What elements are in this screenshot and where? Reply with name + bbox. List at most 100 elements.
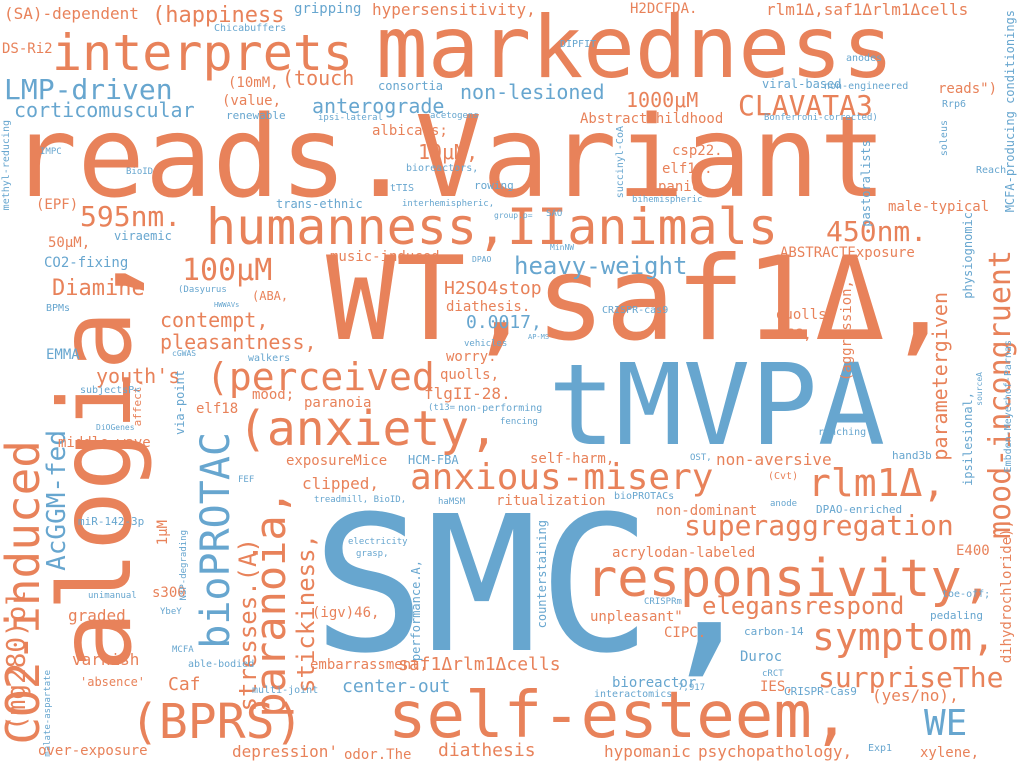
word-duroc: Duroc [740, 649, 783, 665]
word-hypomanic: hypomanic [604, 742, 691, 761]
word-hcm-fba: HCM-FBA [408, 453, 459, 467]
word-surprisethe: surpriseThe [818, 661, 1004, 694]
word-10mm: (10mM, [228, 75, 279, 91]
word-corticomuscular: corticomuscular [14, 98, 195, 122]
word-sa-dependent: (SA)-dependent [4, 4, 139, 23]
word-bioreactor: bioreactor [612, 675, 697, 691]
word-paranoia-small: paranoia [304, 395, 372, 411]
word-via-point: via-point [173, 370, 187, 436]
word-ybey: YbeY [160, 607, 182, 617]
word-hwwavs: HWWAVs [214, 301, 240, 309]
word-1um: 1μM [155, 520, 171, 546]
word-multi-joint: multi-joint [252, 685, 319, 696]
word-non-performing: non-performing [458, 403, 543, 414]
word-diathesis: diathesis [438, 740, 536, 761]
word-chicabuffers: Chicabuffers [214, 23, 287, 34]
word-7917: 7,917 [678, 683, 706, 693]
word-co2-fixing: CO2-fixing [44, 255, 129, 271]
word-anode: anode [770, 499, 798, 509]
word-saf-rlm-cells: saf1Δrlm1Δcells [398, 654, 561, 675]
word-quolls: quolls [776, 307, 827, 323]
word-dipfit: DIPFIT [560, 39, 597, 50]
word-ttis: tTIS [390, 183, 415, 194]
word-graded: graded [68, 606, 126, 625]
word-smc: SMC, [312, 476, 765, 695]
word-physiognomic: physiognomic [961, 212, 975, 299]
word-caf: Caf [168, 674, 201, 695]
word-crisprm: CRISPRm [644, 597, 682, 607]
word-over-exposure: over-exposure [38, 743, 148, 759]
word-ost: OST, [690, 453, 712, 463]
word-fencing: fencing [500, 417, 538, 427]
word-rlm1-saf: rlm1Δ,saf1Δrlm1Δcells [766, 0, 969, 19]
word-rowing: rowing [474, 179, 514, 192]
word-non-dominant: non-dominant [656, 503, 758, 519]
word-pedaling: pedaling [930, 609, 983, 622]
word-bprs: (BPRS) [130, 694, 304, 750]
word-interactomics: interactomics [594, 689, 673, 700]
word-595nm: 595nm. [80, 200, 182, 233]
word-diathesis-dot: diathesis. [446, 299, 531, 315]
word-s300: s300 [152, 585, 186, 601]
word-self-esteem: self-esteem, [388, 679, 851, 753]
word-cipc: CIPC. [664, 625, 707, 641]
word-treadmill: treadmill, BioID, [314, 495, 407, 505]
word-aba: (ABA, [252, 289, 289, 303]
word-clavata3: CLAVATA3 [738, 89, 873, 122]
word-lmp-driven: LMP-driven [4, 73, 173, 106]
word-reads-quote: reads") [938, 81, 998, 97]
word-parametergiven: parametergiven [928, 292, 952, 461]
word-ipsi-lateral: ipsi-lateral [318, 113, 384, 123]
word-responsivity: responsivity, [586, 549, 993, 609]
word-electricity: electricity [348, 537, 408, 547]
word-symptom: symptom, [812, 615, 996, 659]
word-exp1: Exp1 [868, 743, 893, 754]
word-clipped: clipped, [302, 474, 380, 493]
word-10um: 10μM, [418, 140, 479, 164]
word-vehicles: vehicles [464, 339, 508, 349]
word-non-engineered: non-engineered [824, 81, 909, 92]
word-carbon14: carbon-14 [744, 625, 804, 638]
word-center-out: center-out [342, 676, 451, 697]
word-male-typical: male-typical [888, 199, 990, 215]
word-depression: depression' [232, 742, 338, 761]
word-psychopathology: psychopathology, [698, 742, 853, 761]
word-exposuremice: exposureMice [286, 453, 388, 469]
word-hamsm: haMSM [438, 497, 466, 507]
word-diamine: Diamine [52, 276, 145, 301]
word-nsp-degrading: NSP-degrading [179, 530, 189, 601]
word-trans-ethnic: trans-ethnic [276, 197, 363, 211]
word-heavy-weight: heavy-weight [514, 252, 688, 280]
word-mg280: (mg280)ol [2, 590, 32, 731]
word-emma: EMMA [46, 347, 80, 363]
word-absence: 'absence' [80, 675, 146, 689]
word-worry: worry. [446, 349, 497, 365]
word-ranching: ranching [818, 427, 867, 438]
word-reach: Reach [976, 165, 1007, 176]
word-toe-off: toe-off; [942, 589, 991, 600]
word-markedness: markedness [376, 0, 894, 98]
word-grasp: grasp, [356, 549, 389, 559]
word-hand3b: hand3b [892, 449, 932, 462]
word-acetogens: acetogens [430, 111, 479, 121]
word-pastoralists: pastoralists [859, 140, 873, 227]
word-yes-no: (yes/no), [872, 686, 959, 705]
word-flgii: flgII-28. [424, 384, 511, 403]
word-wt-saf: WT,saf1Δ, [326, 232, 955, 367]
word-able-bodied: able-bodied [188, 659, 255, 670]
word-50um: 50μM, [48, 235, 91, 251]
word-embden: Embden-Meyerhof-Parnas [1003, 340, 1014, 473]
word-pss: PSS, [778, 327, 812, 343]
word-bihemispheric: bihemispheric [632, 195, 703, 205]
word-anxious-misery: anxious-misery [410, 457, 714, 498]
word-non-lesioned: non-lesioned [460, 80, 605, 104]
word-self-harm: self-harm, [530, 451, 615, 467]
word-ritualization: ritualization [496, 493, 606, 509]
word-ap-ms: AP-MS [528, 333, 550, 341]
word-bioreactors: bioreactors, [406, 163, 479, 174]
word-acggm-fed: AcGGM-fed [42, 430, 72, 571]
word-100um: 100μM [182, 253, 273, 288]
word-quolls-lower: quolls, [440, 367, 500, 383]
word-csp22: csp22. [672, 143, 723, 159]
word-walkers: walkers [248, 353, 291, 364]
